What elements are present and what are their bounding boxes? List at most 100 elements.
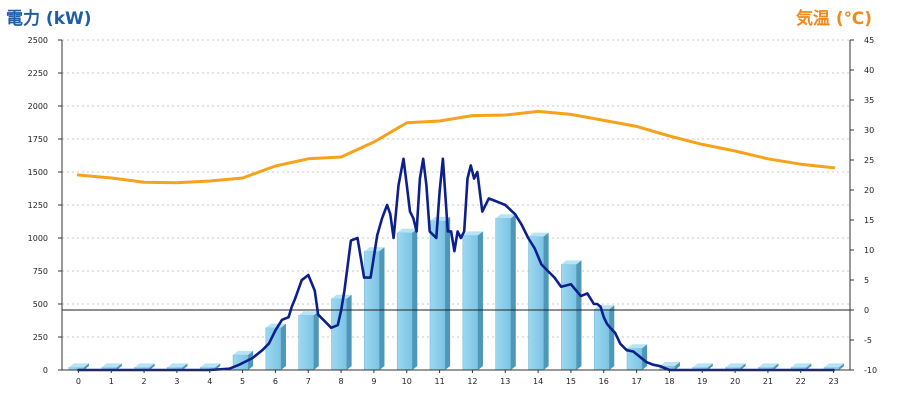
power-bar-side bbox=[773, 363, 779, 370]
x-tick-label: 20 bbox=[730, 377, 740, 386]
power-bar bbox=[462, 231, 483, 371]
x-tick-label: 3 bbox=[174, 377, 179, 386]
power-bar-side bbox=[182, 363, 188, 370]
right-tick-label: -5 bbox=[864, 336, 872, 345]
power-bar-side bbox=[543, 232, 549, 370]
power-bar bbox=[364, 247, 385, 371]
power-bar bbox=[626, 344, 648, 371]
x-tick-label: 1 bbox=[109, 377, 114, 386]
power-bar-top bbox=[495, 214, 516, 219]
power-bar-side bbox=[83, 363, 89, 370]
power-bar-side bbox=[477, 231, 483, 370]
power-bar-front bbox=[561, 264, 577, 371]
power-bar-top bbox=[561, 260, 582, 265]
power-bar-top bbox=[528, 232, 549, 237]
power-bar-front bbox=[495, 217, 512, 371]
left-tick-label: 1500 bbox=[28, 168, 48, 177]
power-bar-side bbox=[707, 363, 713, 370]
power-bar-top bbox=[627, 344, 648, 349]
power-bar-top bbox=[167, 363, 188, 368]
x-tick-label: 4 bbox=[207, 377, 212, 386]
x-tick-label: 14 bbox=[533, 377, 543, 386]
power-bar-side bbox=[346, 294, 352, 370]
right-tick-label: 25 bbox=[864, 156, 874, 165]
power-bar-side bbox=[576, 260, 582, 370]
x-tick-label: 13 bbox=[500, 377, 510, 386]
power-bar-side bbox=[642, 344, 648, 370]
x-tick-label: 19 bbox=[697, 377, 707, 386]
power-bar-top bbox=[233, 350, 254, 355]
left-tick-label: 750 bbox=[33, 267, 48, 276]
x-tick-label: 15 bbox=[566, 377, 576, 386]
right-tick-label: 0 bbox=[864, 306, 869, 315]
x-tick-label: 11 bbox=[434, 377, 444, 386]
right-tick-label: 20 bbox=[864, 186, 874, 195]
power-bar bbox=[495, 214, 516, 371]
power-bar-front bbox=[298, 314, 315, 371]
temperature-line bbox=[76, 109, 836, 185]
x-tick-label: 10 bbox=[402, 377, 412, 386]
power-bar-top bbox=[101, 363, 122, 368]
power-bar-side bbox=[510, 214, 516, 370]
power-bar-side bbox=[609, 305, 615, 370]
power-bar-top bbox=[758, 363, 779, 368]
x-tick-label: 7 bbox=[306, 377, 311, 386]
power-bar bbox=[101, 363, 122, 371]
power-bar-side bbox=[379, 247, 385, 370]
power-bar-top bbox=[134, 363, 155, 368]
right-tick-label: 30 bbox=[864, 126, 874, 135]
power-bar bbox=[692, 363, 713, 371]
left-tick-label: 500 bbox=[33, 300, 48, 309]
line-layer bbox=[76, 109, 836, 372]
left-tick-label: 1750 bbox=[28, 135, 48, 144]
right-tick-label: 35 bbox=[864, 96, 874, 105]
left-tick-label: 0 bbox=[43, 366, 48, 375]
power-bar-top bbox=[68, 363, 89, 368]
left-tick-label: 2250 bbox=[28, 69, 48, 78]
power-bar-top bbox=[791, 363, 812, 368]
power-bar-top bbox=[725, 363, 746, 368]
right-tick-label: 5 bbox=[864, 276, 869, 285]
power-bar-side bbox=[149, 363, 155, 370]
power-bar bbox=[593, 305, 615, 371]
power-bar-side bbox=[674, 362, 680, 370]
x-tick-label: 9 bbox=[371, 377, 376, 386]
power-bar-top bbox=[298, 311, 319, 316]
left-tick-label: 1000 bbox=[28, 234, 48, 243]
power-bar bbox=[561, 260, 582, 371]
x-tick-label: 0 bbox=[76, 377, 81, 386]
power-bar-front bbox=[593, 309, 610, 371]
x-tick-label: 17 bbox=[631, 377, 641, 386]
x-tick-label: 23 bbox=[828, 377, 838, 386]
power-bar bbox=[331, 294, 352, 371]
left-tick-label: 1250 bbox=[28, 201, 48, 210]
power-bar-top bbox=[397, 228, 418, 233]
power-bar-side bbox=[412, 228, 418, 370]
x-tick-label: 16 bbox=[599, 377, 609, 386]
left-tick-label: 2500 bbox=[28, 36, 48, 45]
left-tick-label: 250 bbox=[33, 333, 48, 342]
power-bar-top bbox=[200, 363, 221, 368]
left-tick-label: 2000 bbox=[28, 102, 48, 111]
x-tick-label: 21 bbox=[763, 377, 773, 386]
power-bar bbox=[429, 216, 451, 371]
power-line bbox=[77, 157, 835, 372]
right-tick-label: 10 bbox=[864, 246, 874, 255]
right-tick-label: 40 bbox=[864, 66, 874, 75]
x-tick-label: 18 bbox=[664, 377, 674, 386]
power-bar-side bbox=[116, 363, 122, 370]
x-tick-label: 5 bbox=[240, 377, 245, 386]
power-bar-side bbox=[740, 363, 746, 370]
x-tick-label: 12 bbox=[467, 377, 477, 386]
grid-layer bbox=[62, 39, 850, 338]
x-tick-label: 8 bbox=[339, 377, 344, 386]
power-bar-top bbox=[824, 363, 845, 368]
power-bar-top bbox=[331, 294, 352, 299]
power-bar-side bbox=[806, 363, 812, 370]
power-bar bbox=[823, 363, 845, 371]
power-bar-top bbox=[265, 323, 286, 328]
right-tick-label: -10 bbox=[864, 366, 877, 375]
power-bar bbox=[396, 228, 418, 371]
power-bar-side bbox=[445, 216, 451, 370]
power-bar-front bbox=[331, 298, 347, 371]
